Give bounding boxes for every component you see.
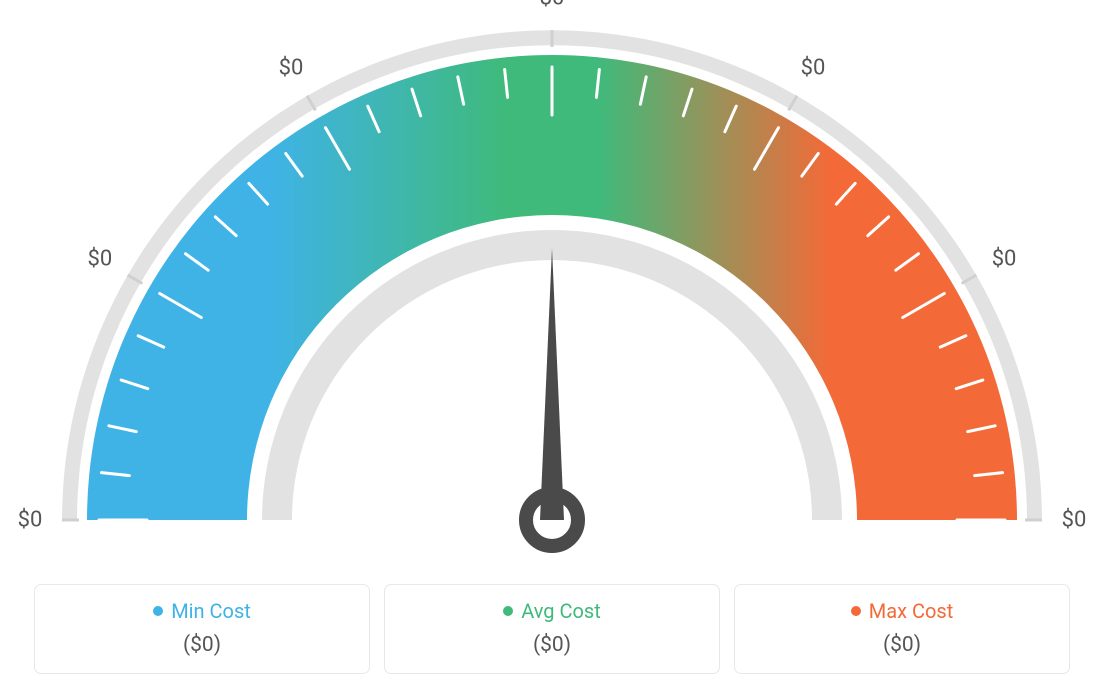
- legend-card-avg: Avg Cost ($0): [384, 584, 720, 674]
- legend-row: Min Cost ($0) Avg Cost ($0) Max Cost ($0…: [34, 584, 1070, 674]
- legend-name-avg: Avg Cost: [521, 599, 601, 623]
- legend-dot-avg: [503, 606, 513, 616]
- gauge-tick-label: $0: [279, 55, 304, 80]
- gauge-tick-label: $0: [88, 247, 113, 272]
- legend-value-min: ($0): [45, 633, 359, 657]
- legend-title-max: Max Cost: [851, 599, 954, 623]
- legend-card-max: Max Cost ($0): [734, 584, 1070, 674]
- gauge-tick-label: $0: [540, 0, 565, 11]
- gauge-tick-label: $0: [1062, 508, 1087, 533]
- gauge-tick-label: $0: [18, 508, 43, 533]
- legend-name-min: Min Cost: [171, 599, 251, 623]
- gauge-tick-label: $0: [992, 247, 1017, 272]
- legend-title-avg: Avg Cost: [503, 599, 601, 623]
- legend-value-max: ($0): [745, 633, 1059, 657]
- legend-card-min: Min Cost ($0): [34, 584, 370, 674]
- legend-dot-min: [153, 606, 163, 616]
- gauge-chart: $0 $0 $0 $0 $0 $0 $0: [0, 0, 1104, 560]
- legend-value-avg: ($0): [395, 633, 709, 657]
- legend-title-min: Min Cost: [153, 599, 251, 623]
- legend-dot-max: [851, 606, 861, 616]
- gauge-svg: [0, 0, 1104, 560]
- gauge-tick-label: $0: [801, 55, 826, 80]
- legend-name-max: Max Cost: [869, 599, 954, 623]
